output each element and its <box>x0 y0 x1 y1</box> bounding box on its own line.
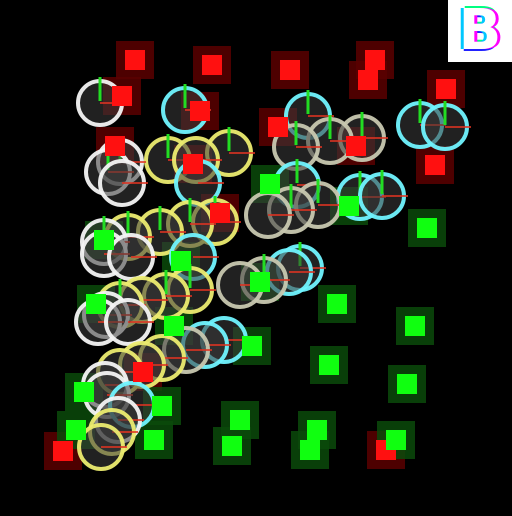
green-square-unit-icon[interactable] <box>74 382 94 402</box>
green-square-unit-icon[interactable] <box>397 374 417 394</box>
ring-layer <box>74 77 471 471</box>
red-square-unit-icon[interactable] <box>436 79 456 99</box>
square-layer <box>53 50 456 461</box>
green-square-unit-icon[interactable] <box>144 430 164 450</box>
green-square-unit-icon[interactable] <box>260 174 280 194</box>
green-square-unit-icon[interactable] <box>94 230 114 250</box>
red-square-unit-icon[interactable] <box>425 155 445 175</box>
green-square-unit-icon[interactable] <box>230 410 250 430</box>
green-square-unit-icon[interactable] <box>300 440 320 460</box>
green-square-unit-icon[interactable] <box>152 396 172 416</box>
red-square-unit-icon[interactable] <box>280 60 300 80</box>
green-square-unit-icon[interactable] <box>307 420 327 440</box>
red-square-unit-icon[interactable] <box>112 86 132 106</box>
green-square-unit-icon[interactable] <box>327 294 347 314</box>
green-square-unit-icon[interactable] <box>164 316 184 336</box>
red-square-unit-icon[interactable] <box>358 70 378 90</box>
green-square-unit-icon[interactable] <box>242 336 262 356</box>
rainbow-b-logo-icon: B <box>458 0 502 63</box>
unit-ring[interactable] <box>77 423 127 471</box>
red-square-unit-icon[interactable] <box>190 101 210 121</box>
red-square-unit-icon[interactable] <box>346 136 366 156</box>
green-square-unit-icon[interactable] <box>66 420 86 440</box>
unit-ring[interactable] <box>421 101 471 151</box>
red-square-unit-icon[interactable] <box>202 55 222 75</box>
unit-ring[interactable] <box>358 170 408 220</box>
red-square-unit-icon[interactable] <box>133 362 153 382</box>
red-square-unit-icon[interactable] <box>268 117 288 137</box>
red-square-unit-icon[interactable] <box>105 136 125 156</box>
red-square-unit-icon[interactable] <box>365 50 385 70</box>
unit-ring[interactable] <box>98 159 148 207</box>
green-square-unit-icon[interactable] <box>417 218 437 238</box>
green-square-unit-icon[interactable] <box>250 272 270 292</box>
red-square-unit-icon[interactable] <box>53 441 73 461</box>
green-square-unit-icon[interactable] <box>319 355 339 375</box>
green-square-unit-icon[interactable] <box>386 430 406 450</box>
green-square-unit-icon[interactable] <box>222 436 242 456</box>
green-square-unit-icon[interactable] <box>405 316 425 336</box>
red-square-unit-icon[interactable] <box>125 50 145 70</box>
red-square-unit-icon[interactable] <box>183 154 203 174</box>
green-square-unit-icon[interactable] <box>86 294 106 314</box>
red-square-unit-icon[interactable] <box>210 203 230 223</box>
unit-ring[interactable] <box>104 298 154 346</box>
green-square-unit-icon[interactable] <box>171 251 191 271</box>
green-square-unit-icon[interactable] <box>339 196 359 216</box>
logo-tile: B <box>448 0 512 62</box>
